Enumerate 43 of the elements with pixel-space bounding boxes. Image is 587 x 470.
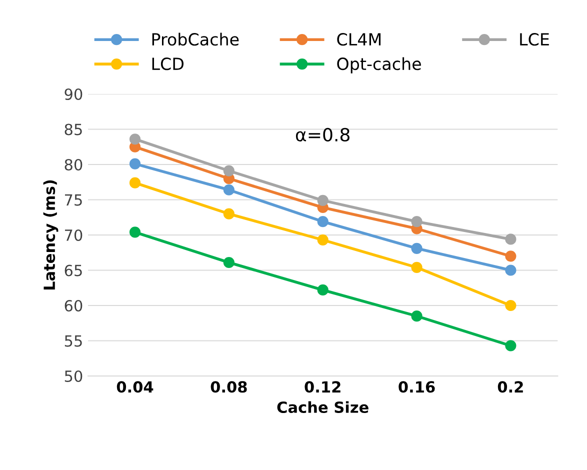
x-tick-label: 0.12	[304, 381, 340, 393]
x-tick-label: 0.04	[116, 381, 154, 393]
point	[129, 226, 141, 238]
y-tick-label: 75	[65, 194, 82, 206]
point	[129, 134, 141, 145]
annotation: α=0.8	[296, 128, 350, 142]
point	[411, 216, 422, 228]
point	[317, 234, 328, 246]
y-tick-label: 90	[64, 88, 82, 100]
point	[505, 234, 516, 245]
point	[411, 242, 422, 254]
point	[505, 340, 516, 352]
legend-label: Opt-cache	[337, 57, 421, 74]
point	[129, 177, 141, 188]
y-axis-title: Latency (ms)	[43, 180, 58, 290]
point	[411, 310, 422, 322]
x-tick-label: 0.08	[210, 381, 247, 393]
point	[317, 284, 328, 296]
point	[223, 184, 234, 196]
point	[317, 216, 328, 228]
point	[223, 256, 234, 268]
point	[129, 158, 141, 170]
y-tick-label: 55	[64, 335, 82, 347]
x-tick-label: 0.16	[398, 381, 435, 393]
point	[505, 300, 516, 312]
point	[505, 264, 516, 276]
point	[223, 208, 234, 220]
legend-label: ProbCache	[152, 32, 239, 46]
y-tick-label: 85	[64, 124, 82, 136]
point	[411, 262, 422, 273]
legend-label: LCE	[520, 33, 549, 46]
y-tick-label: 70	[65, 229, 82, 242]
legend-label: CL4M	[337, 33, 381, 46]
y-tick-label: 60	[64, 300, 82, 312]
point	[223, 165, 234, 176]
legend-label: LCD	[152, 58, 184, 70]
y-tick-label: 65	[64, 264, 82, 276]
x-axis-title: Cache Size	[277, 401, 368, 414]
point	[317, 194, 328, 206]
point	[505, 250, 516, 262]
x-tick-label: 0.2	[498, 381, 523, 393]
y-tick-label: 80	[64, 158, 82, 171]
y-tick-label: 50	[64, 370, 82, 382]
